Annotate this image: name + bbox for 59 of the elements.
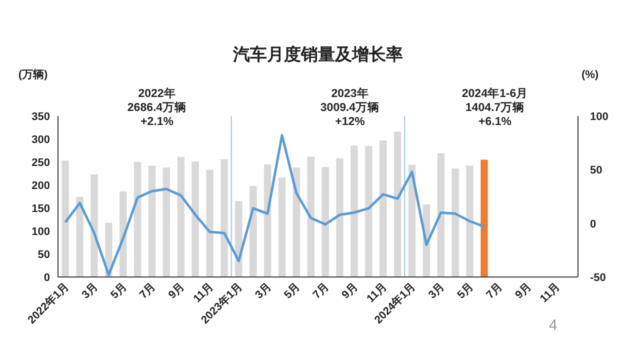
x-tick-label: 11月: [364, 280, 390, 306]
bar: [336, 158, 344, 277]
annotation: 2024年1-6月 1404.7万辆 +6.1%: [462, 86, 528, 128]
bar: [466, 166, 474, 277]
bar: [292, 168, 300, 277]
x-tick-label: 9月: [166, 280, 188, 302]
bar: [148, 166, 156, 277]
x-tick-label: 9月: [340, 280, 360, 302]
bar: [350, 145, 358, 277]
line-series: [64, 134, 486, 276]
bar: [90, 174, 98, 277]
x-tick-label: 5月: [455, 280, 476, 302]
y2-tick-label: 50: [590, 164, 602, 177]
bar: [177, 156, 185, 277]
bar: [480, 160, 488, 277]
y-tick-label: 100: [32, 226, 50, 238]
bar: [235, 201, 242, 277]
y-tick-label: 250: [32, 157, 50, 169]
bar: [134, 162, 142, 277]
bar: [307, 156, 315, 277]
bar: [452, 168, 459, 277]
y-tick-label: 200: [32, 180, 50, 192]
annotation: 2023年 3009.4万辆 +12%: [320, 86, 380, 128]
x-tick-label: 9月: [513, 280, 534, 302]
bar: [206, 170, 214, 277]
x-tick-label: 3月: [426, 280, 448, 302]
y-tick-label: 0: [44, 272, 50, 284]
y2-tick-label: 100: [590, 111, 608, 123]
bar: [394, 132, 402, 277]
y2-tick-label: -50: [590, 272, 606, 284]
x-tick-label: 7月: [484, 280, 505, 302]
y-axis-title: (万辆): [18, 68, 48, 81]
text: 4: [548, 317, 558, 334]
x-tick-label: 11月: [538, 280, 563, 306]
y-tick-label: 50: [38, 249, 50, 261]
bar: [278, 178, 286, 277]
bar: [192, 162, 199, 277]
y-tick-label: 300: [32, 134, 50, 146]
bar: [437, 153, 445, 277]
bar: [380, 140, 387, 277]
bar: [365, 146, 372, 277]
x-tick-label: 3月: [253, 280, 274, 302]
x-tick-label: 5月: [282, 280, 303, 302]
bar: [322, 167, 329, 277]
y2-tick-label: 0: [590, 218, 596, 230]
y-tick-label: 150: [32, 203, 50, 215]
y-tick-label: 350: [32, 111, 50, 123]
y2-axis-title: (%): [581, 69, 599, 81]
bar: [62, 160, 69, 277]
bar: [76, 196, 84, 277]
x-tick-label: 5月: [108, 280, 130, 302]
bar: [250, 186, 257, 277]
annotation: 2022年 2686.4万辆 +2.1%: [127, 86, 187, 128]
bar: [162, 168, 170, 277]
chart-title: 汽车月度销量及增长率: [232, 45, 403, 64]
x-tick-label: 3月: [80, 280, 100, 302]
x-tick-label: 7月: [310, 280, 332, 302]
bar: [220, 159, 228, 277]
x-tick-label: 7月: [138, 280, 158, 302]
